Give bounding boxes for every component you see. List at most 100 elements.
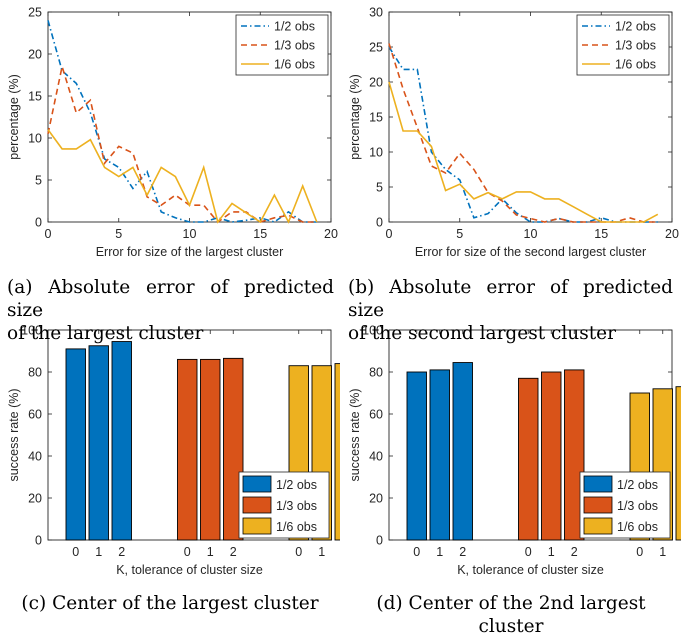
- y-tick-label: 20: [28, 492, 42, 506]
- chart-d: 020406080100012012012K, tolerance of clu…: [341, 320, 681, 582]
- legend-label: 1/6 obs: [615, 58, 656, 72]
- legend-swatch: [243, 476, 271, 492]
- x-axis-label: Error for size of the second largest clu…: [415, 245, 646, 259]
- y-tick-label: 80: [28, 366, 42, 380]
- y-tick-label: 60: [28, 408, 42, 422]
- legend-label: 1/2 obs: [615, 20, 656, 34]
- x-tick-label: 20: [324, 227, 338, 241]
- legend-label: 1/6 obs: [274, 58, 315, 72]
- x-tick-label: 0: [184, 545, 191, 559]
- legend-label: 1/6 obs: [276, 520, 317, 534]
- bar-1-0: [66, 349, 86, 540]
- series-line-3: [48, 130, 317, 222]
- x-tick-label: 15: [594, 227, 608, 241]
- y-tick-label: 15: [369, 111, 383, 125]
- y-axis-label: percentage (%): [348, 74, 362, 159]
- x-tick-label: 0: [295, 545, 302, 559]
- x-tick-label: 5: [115, 227, 122, 241]
- bar-2-1: [542, 372, 562, 540]
- legend-label: 1/2 obs: [617, 478, 658, 492]
- y-tick-label: 0: [35, 216, 42, 230]
- caption-b: (b) Absolute error of predicted size of …: [348, 276, 673, 345]
- bar-2-0: [178, 359, 198, 540]
- legend-swatch: [584, 476, 612, 492]
- y-tick-label: 40: [369, 450, 383, 464]
- x-axis-label: Error for size of the largest cluster: [96, 245, 284, 259]
- bar-1-1: [89, 346, 109, 540]
- legend-label: 1/2 obs: [274, 20, 315, 34]
- legend-label: 1/3 obs: [617, 499, 658, 513]
- legend-label: 1/3 obs: [274, 39, 315, 53]
- caption-b-line-2: of the second largest cluster: [348, 322, 673, 345]
- x-tick-label: 2: [118, 545, 125, 559]
- x-axis-label: K, tolerance of cluster size: [457, 563, 604, 577]
- x-tick-label: 0: [72, 545, 79, 559]
- x-tick-label: 1: [318, 545, 325, 559]
- x-tick-label: 10: [183, 227, 197, 241]
- y-tick-label: 60: [369, 408, 383, 422]
- chart-a: 0 5 10 15 20 25 0 5 10 15 20 Error for size of the …: [0, 0, 340, 268]
- legend-label: 1/3 obs: [276, 499, 317, 513]
- x-tick-label: 20: [665, 227, 679, 241]
- y-tick-label: 25: [369, 41, 383, 55]
- y-tick-label: 5: [35, 174, 42, 188]
- legend-label: 1/2 obs: [276, 478, 317, 492]
- chart-c: 020406080100012012012K, tolerance of clu…: [0, 320, 340, 582]
- y-tick-label: 20: [369, 76, 383, 90]
- y-axis-label: success rate (%): [348, 388, 362, 481]
- x-tick-label: 2: [230, 545, 237, 559]
- bar-1-2: [453, 363, 473, 540]
- y-tick-label: 25: [28, 6, 42, 20]
- legend: 1/2 obs 1/3 obs 1/6 obs: [236, 15, 328, 75]
- legend-swatch: [584, 518, 612, 534]
- legend: 1/2 obs 1/3 obs 1/6 obs: [577, 15, 669, 75]
- y-tick-label: 20: [369, 492, 383, 506]
- legend: 1/2 obs 1/3 obs 1/6 obs: [580, 472, 670, 538]
- x-tick-label: 1: [548, 545, 555, 559]
- chart-b: 0 5 10 15 20 25 30 0 5 10 15 20 Error for size of th…: [341, 0, 681, 268]
- caption-d: (d) Center of the 2nd largest cluster: [341, 592, 681, 638]
- y-tick-label: 10: [28, 132, 42, 146]
- x-tick-label: 5: [456, 227, 463, 241]
- caption-a: (a) Absolute error of predicted size of …: [7, 276, 334, 345]
- y-axis-label: percentage (%): [7, 74, 21, 159]
- series-line-3: [389, 82, 658, 222]
- bar-3-2: [676, 387, 681, 540]
- caption-c-line-1: (c) Center of the largest cluster: [0, 592, 340, 615]
- caption-a-line-1: (a) Absolute error of predicted size: [7, 276, 334, 322]
- caption-c: (c) Center of the largest cluster: [0, 592, 340, 615]
- y-tick-label: 10: [369, 146, 383, 160]
- y-tick-label: 80: [369, 366, 383, 380]
- y-tick-label: 5: [376, 181, 383, 195]
- legend-swatch: [243, 518, 271, 534]
- y-tick-label: 0: [376, 216, 383, 230]
- y-tick-label: 40: [28, 450, 42, 464]
- x-tick-label: 2: [459, 545, 466, 559]
- y-tick-label: 30: [369, 6, 383, 20]
- bar-1-2: [112, 342, 132, 540]
- legend: 1/2 obs 1/3 obs 1/6 obs: [239, 472, 329, 538]
- y-tick-label: 0: [35, 534, 42, 548]
- x-tick-label: 2: [571, 545, 578, 559]
- y-tick-label: 15: [28, 90, 42, 104]
- x-tick-label: 0: [45, 227, 52, 241]
- x-tick-label: 10: [524, 227, 538, 241]
- y-tick-label: 20: [28, 48, 42, 62]
- bar-1-1: [430, 370, 450, 540]
- x-tick-label: 1: [207, 545, 214, 559]
- x-tick-label: 15: [253, 227, 267, 241]
- bar-2-1: [201, 359, 221, 540]
- caption-d-line-1: (d) Center of the 2nd largest cluster: [341, 592, 681, 638]
- x-axis-label: K, tolerance of cluster size: [116, 563, 263, 577]
- x-tick-label: 0: [413, 545, 420, 559]
- y-tick-label: 0: [376, 534, 383, 548]
- x-tick-label: 1: [436, 545, 443, 559]
- y-axis-label: success rate (%): [7, 388, 21, 481]
- bar-2-0: [519, 378, 539, 540]
- bar-3-2: [335, 364, 340, 540]
- x-tick-label: 1: [659, 545, 666, 559]
- bar-1-0: [407, 372, 427, 540]
- legend-swatch: [243, 497, 271, 513]
- caption-b-line-1: (b) Absolute error of predicted size: [348, 276, 673, 322]
- x-tick-label: 0: [386, 227, 393, 241]
